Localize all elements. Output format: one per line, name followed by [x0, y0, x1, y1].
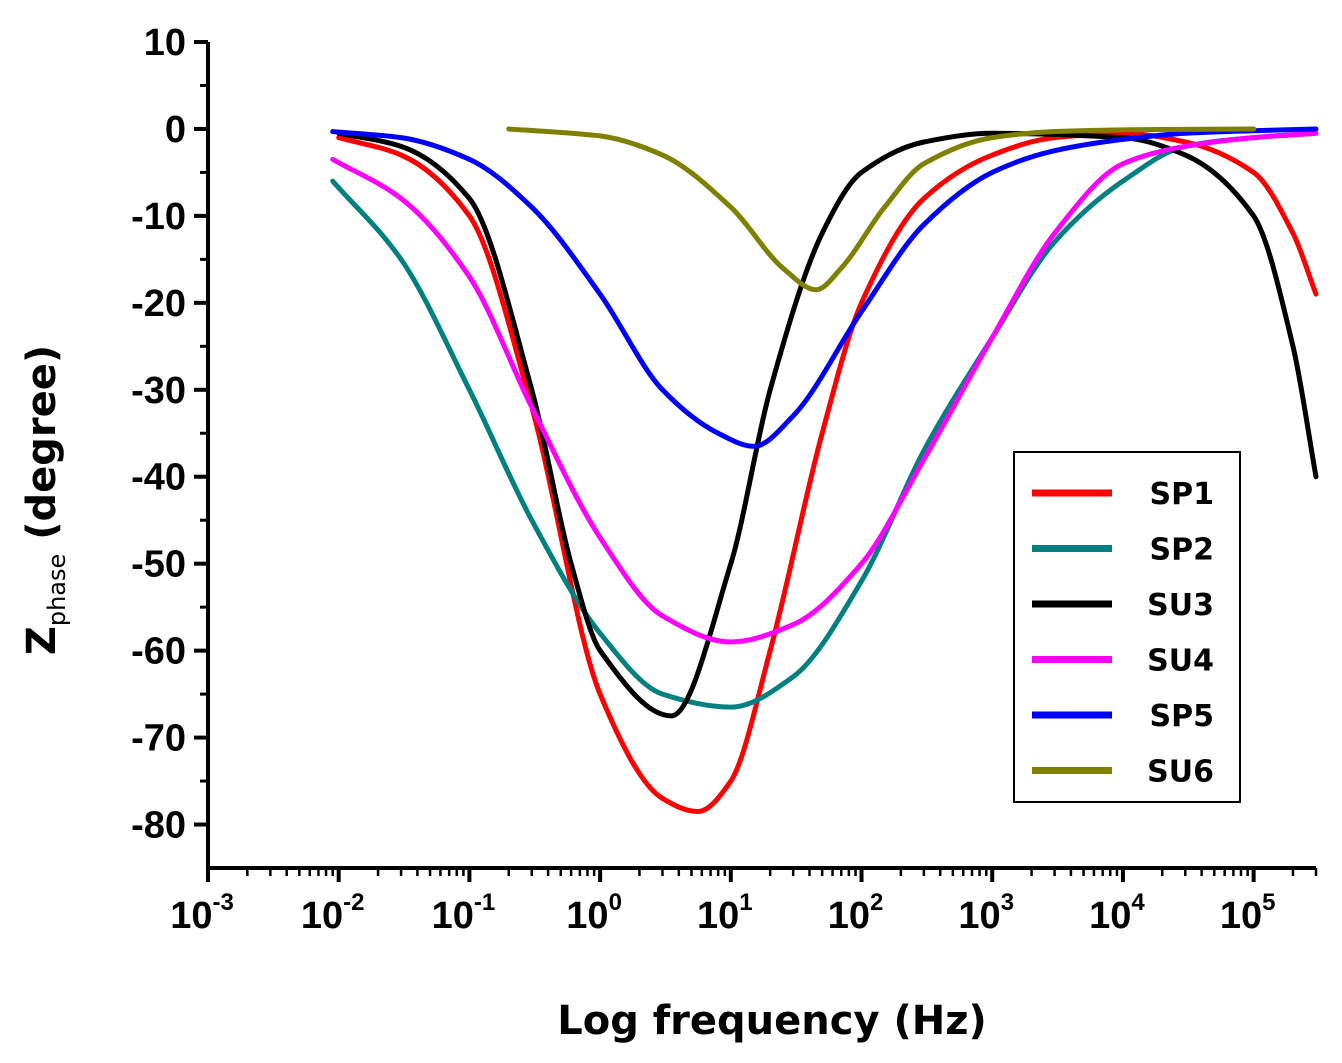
y-tick-label: -30	[131, 370, 186, 412]
x-tick-exponent: -1	[474, 889, 495, 916]
x-tick-exponent: 5	[1262, 889, 1275, 916]
x-tick-exponent: 2	[870, 889, 883, 916]
y-tick-label: 0	[165, 109, 186, 151]
x-tick-base: 10	[1220, 895, 1262, 937]
series-layer	[330, 126, 1319, 814]
y-tick-label: -40	[131, 457, 186, 499]
y-tick-label: -60	[131, 631, 186, 673]
y-axis-title-rest: (degree)	[19, 345, 65, 554]
x-tick-label: 105	[1220, 889, 1276, 937]
x-tick-base: 10	[566, 895, 608, 937]
y-tick-label: -50	[131, 544, 186, 586]
x-tick-label: 10-3	[170, 889, 234, 937]
legend-label-su4: SU4	[1147, 644, 1214, 679]
y-tick-label: 10	[144, 22, 186, 64]
series-line-sp5	[330, 126, 1319, 449]
y-axis-title: Zphase (degree)	[19, 345, 71, 655]
x-tick-base: 10	[828, 895, 870, 937]
legend: SP1 SP2 SU3 SU4 SP5 SU6	[1013, 451, 1241, 803]
y-tick-label: -80	[131, 805, 186, 847]
y-tick-label: -70	[131, 718, 186, 760]
x-tick-exponent: -3	[212, 889, 233, 916]
x-tick-label: 102	[828, 889, 884, 937]
x-tick-base: 10	[170, 895, 212, 937]
series-line-su4	[330, 130, 1319, 645]
x-tick-base: 10	[697, 895, 739, 937]
y-axis-title-sub: phase	[43, 554, 71, 626]
x-tick-exponent: 4	[1131, 889, 1145, 916]
x-axis-title: Log frequency (Hz)	[557, 998, 987, 1044]
x-tick-label: 103	[958, 889, 1014, 937]
x-tick-label: 101	[697, 889, 753, 937]
legend-box	[1013, 451, 1241, 803]
x-tick-base: 10	[301, 895, 343, 937]
x-tick-exponent: 1	[739, 889, 752, 916]
series-line-su3	[336, 130, 1319, 719]
legend-label-sp1: SP1	[1150, 477, 1214, 512]
x-tick-base: 10	[432, 895, 474, 937]
series-line-su6	[506, 126, 1257, 293]
x-tick-label: 10-1	[432, 889, 496, 937]
legend-label-sp5: SP5	[1150, 699, 1214, 734]
x-tick-exponent: 3	[1001, 889, 1014, 916]
series-line-sp2	[330, 130, 1319, 710]
x-tick-label: 104	[1089, 889, 1145, 937]
x-tick-exponent: 0	[609, 889, 622, 916]
y-tick-label: -20	[131, 283, 186, 325]
legend-label-su6: SU6	[1147, 755, 1214, 790]
x-tick-label: 10-2	[301, 889, 365, 937]
legend-label-sp2: SP2	[1150, 533, 1214, 568]
y-tick-label: -10	[131, 196, 186, 238]
legend-items: SP1 SP2 SU3 SU4 SP5 SU6	[1032, 477, 1214, 790]
legend-label-su3: SU3	[1147, 588, 1214, 623]
x-tick-base: 10	[1089, 895, 1131, 937]
x-tick-label: 100	[566, 889, 622, 937]
x-tick-exponent: -2	[343, 889, 364, 916]
x-tick-base: 10	[958, 895, 1000, 937]
axes-layer	[206, 42, 1316, 870]
svg-text:Zphase (degree): Zphase (degree)	[19, 345, 71, 655]
y-axis-title-main: Z	[19, 626, 65, 655]
